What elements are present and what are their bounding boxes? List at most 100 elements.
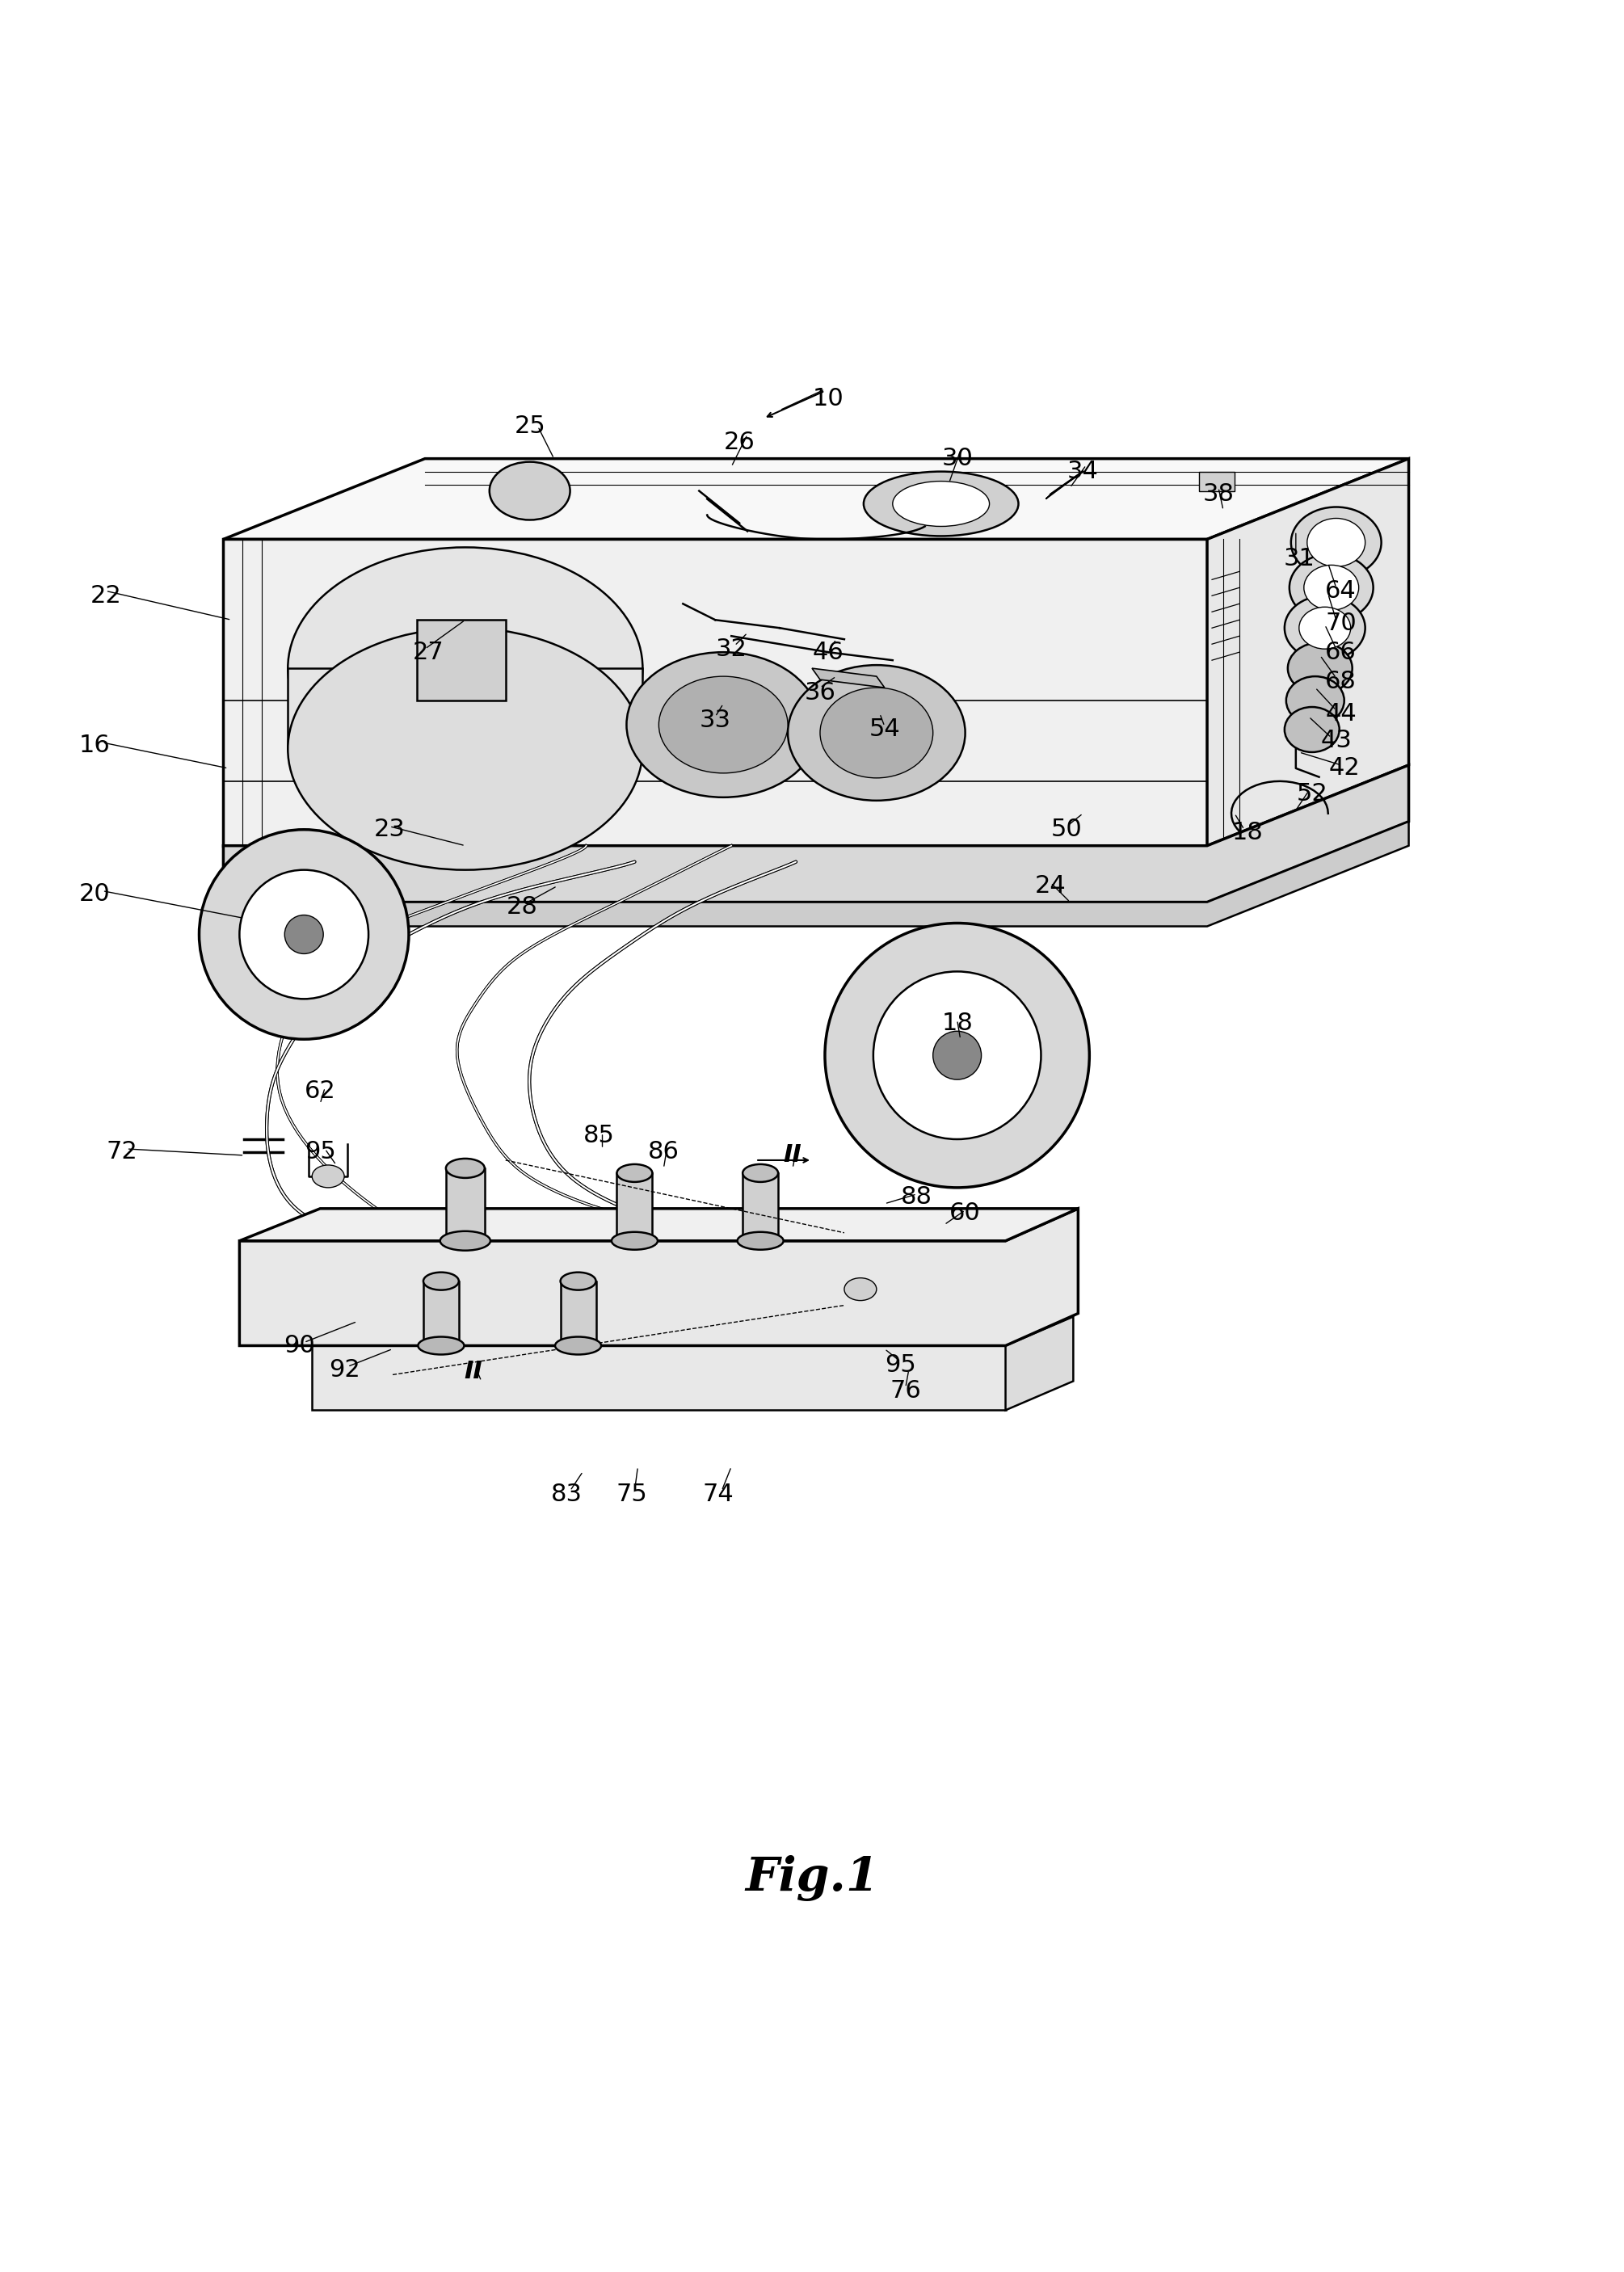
Text: 33: 33 [700,709,731,732]
Ellipse shape [1289,554,1374,623]
Text: 70: 70 [1325,611,1356,634]
Text: 72: 72 [106,1141,138,1163]
Ellipse shape [1307,518,1366,566]
Ellipse shape [1288,643,1353,693]
Polygon shape [447,1168,484,1241]
Text: 75: 75 [615,1481,646,1506]
Ellipse shape [287,548,643,788]
Ellipse shape [239,870,369,1000]
Text: 42: 42 [1328,757,1359,779]
Polygon shape [312,1318,1073,1345]
Text: II: II [464,1359,482,1384]
Ellipse shape [200,829,409,1038]
Ellipse shape [489,461,570,520]
Text: 62: 62 [304,1079,336,1102]
Text: 43: 43 [1320,729,1351,752]
Text: 74: 74 [703,1481,734,1506]
Ellipse shape [312,1166,344,1188]
Ellipse shape [612,1231,658,1250]
Text: 46: 46 [812,641,844,663]
Text: 27: 27 [412,641,443,663]
Text: 83: 83 [551,1481,583,1506]
Text: 18: 18 [942,1011,973,1034]
Polygon shape [417,620,505,700]
Polygon shape [224,822,1408,927]
Text: 95: 95 [304,1141,336,1163]
Text: Fig.1: Fig.1 [745,1854,879,1902]
Text: 52: 52 [1296,782,1327,807]
Ellipse shape [844,1277,877,1300]
Text: 64: 64 [1325,579,1356,602]
Text: 28: 28 [507,895,538,918]
Ellipse shape [932,1031,981,1079]
Ellipse shape [555,1336,601,1354]
Polygon shape [560,1281,596,1345]
Text: 92: 92 [328,1359,361,1381]
Polygon shape [742,1172,778,1241]
Polygon shape [812,668,885,688]
Text: 44: 44 [1325,702,1356,725]
Polygon shape [224,766,1408,902]
Text: 60: 60 [950,1202,981,1225]
Ellipse shape [1286,677,1345,725]
Text: 20: 20 [78,882,110,907]
Polygon shape [1046,473,1083,500]
Ellipse shape [737,1231,783,1250]
Ellipse shape [788,666,965,800]
Ellipse shape [627,652,820,797]
Text: 68: 68 [1325,670,1356,693]
Text: 32: 32 [716,636,747,661]
Ellipse shape [1304,566,1359,611]
Text: 24: 24 [1034,875,1067,897]
Polygon shape [287,668,643,750]
Ellipse shape [424,1272,460,1290]
Text: 90: 90 [284,1334,315,1356]
Ellipse shape [440,1231,490,1250]
Ellipse shape [893,482,989,527]
Ellipse shape [1291,507,1382,577]
FancyBboxPatch shape [1199,473,1234,491]
Polygon shape [1207,459,1408,845]
Text: 16: 16 [78,734,110,757]
Text: 10: 10 [812,386,844,411]
Text: 85: 85 [583,1125,615,1147]
Ellipse shape [659,677,788,772]
Ellipse shape [874,972,1041,1138]
Polygon shape [424,1281,460,1345]
Text: 31: 31 [1283,548,1315,570]
Ellipse shape [1285,595,1366,661]
Ellipse shape [284,916,323,954]
Text: 95: 95 [885,1354,916,1377]
Text: 50: 50 [1051,818,1083,841]
Ellipse shape [1285,707,1340,752]
Text: 66: 66 [1325,641,1356,663]
Polygon shape [239,1209,1078,1345]
Ellipse shape [820,688,932,777]
Text: 38: 38 [1203,482,1234,507]
Ellipse shape [417,1336,464,1354]
Polygon shape [312,1345,1005,1411]
Ellipse shape [560,1272,596,1290]
Text: 23: 23 [374,818,404,841]
Polygon shape [1005,1318,1073,1411]
Text: 76: 76 [890,1379,921,1402]
Ellipse shape [617,1163,653,1181]
Ellipse shape [447,1159,484,1177]
Text: 30: 30 [942,448,973,470]
Text: 54: 54 [869,718,900,741]
Ellipse shape [1299,607,1351,650]
Ellipse shape [287,627,643,870]
Text: 26: 26 [724,432,755,454]
Polygon shape [224,538,1207,845]
Polygon shape [617,1172,653,1241]
Text: 22: 22 [89,584,122,607]
Text: 25: 25 [515,416,546,438]
Text: 34: 34 [1067,459,1099,484]
Polygon shape [224,459,1408,538]
Polygon shape [239,1209,1078,1241]
Ellipse shape [864,473,1018,536]
Text: II: II [783,1143,802,1168]
Text: 36: 36 [804,682,836,704]
Text: 18: 18 [1231,820,1263,845]
Text: 86: 86 [648,1141,679,1163]
